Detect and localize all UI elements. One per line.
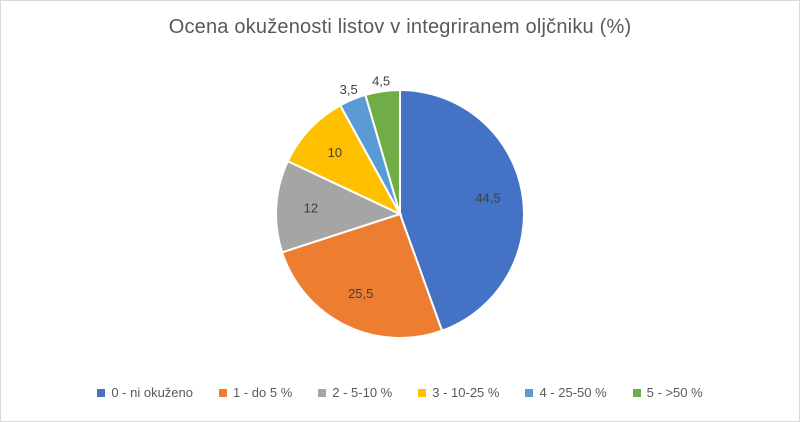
- legend-swatch-3: [418, 388, 427, 397]
- legend-item-0: 0 - ni okuženo: [97, 385, 193, 400]
- legend-label-1: 1 - do 5 %: [233, 385, 293, 400]
- legend-item-3: 3 - 10-25 %: [418, 385, 499, 400]
- data-label-4: 3,5: [340, 82, 358, 97]
- legend-label-2: 2 - 5-10 %: [332, 385, 393, 400]
- pie-slice-1: [280, 212, 444, 339]
- legend-label-3: 3 - 10-25 %: [432, 385, 500, 400]
- legend-label-0: 0 - ni okuženo: [111, 385, 193, 400]
- chart-legend: 0 - ni okuženo 1 - do 5 % 2 - 5-10 % 3 - 10…: [0, 385, 800, 400]
- legend-swatch-0: [97, 388, 106, 397]
- data-label-2: 12: [304, 200, 318, 215]
- legend-label-4: 4 - 25-50 %: [539, 385, 607, 400]
- legend-swatch-5: [632, 388, 641, 397]
- legend-swatch-1: [219, 388, 227, 397]
- legend-item-4: 4 - 25-50 %: [525, 385, 607, 400]
- chart-title: Ocena okuženosti listov v integriranem o…: [168, 16, 632, 38]
- legend-item-5: 5 - >50 %: [632, 385, 703, 400]
- data-label-1: 25,5: [348, 286, 373, 301]
- legend-swatch-4: [525, 388, 534, 397]
- data-label-5: 4,5: [372, 73, 390, 88]
- pie-slice-3: [286, 103, 403, 217]
- pie-slice-5: [364, 88, 401, 215]
- pie-slice-0: [399, 88, 525, 332]
- legend-swatch-2: [318, 388, 327, 397]
- legend-item-2: 2 - 5-10 %: [318, 385, 392, 400]
- data-label-3: 10: [328, 145, 342, 160]
- legend-item-1: 1 - do 5 %: [219, 385, 292, 400]
- legend-label-5: 5 - >50 %: [646, 385, 703, 400]
- pie-slice-2: [275, 159, 403, 254]
- data-label-0: 44,5: [475, 191, 500, 206]
